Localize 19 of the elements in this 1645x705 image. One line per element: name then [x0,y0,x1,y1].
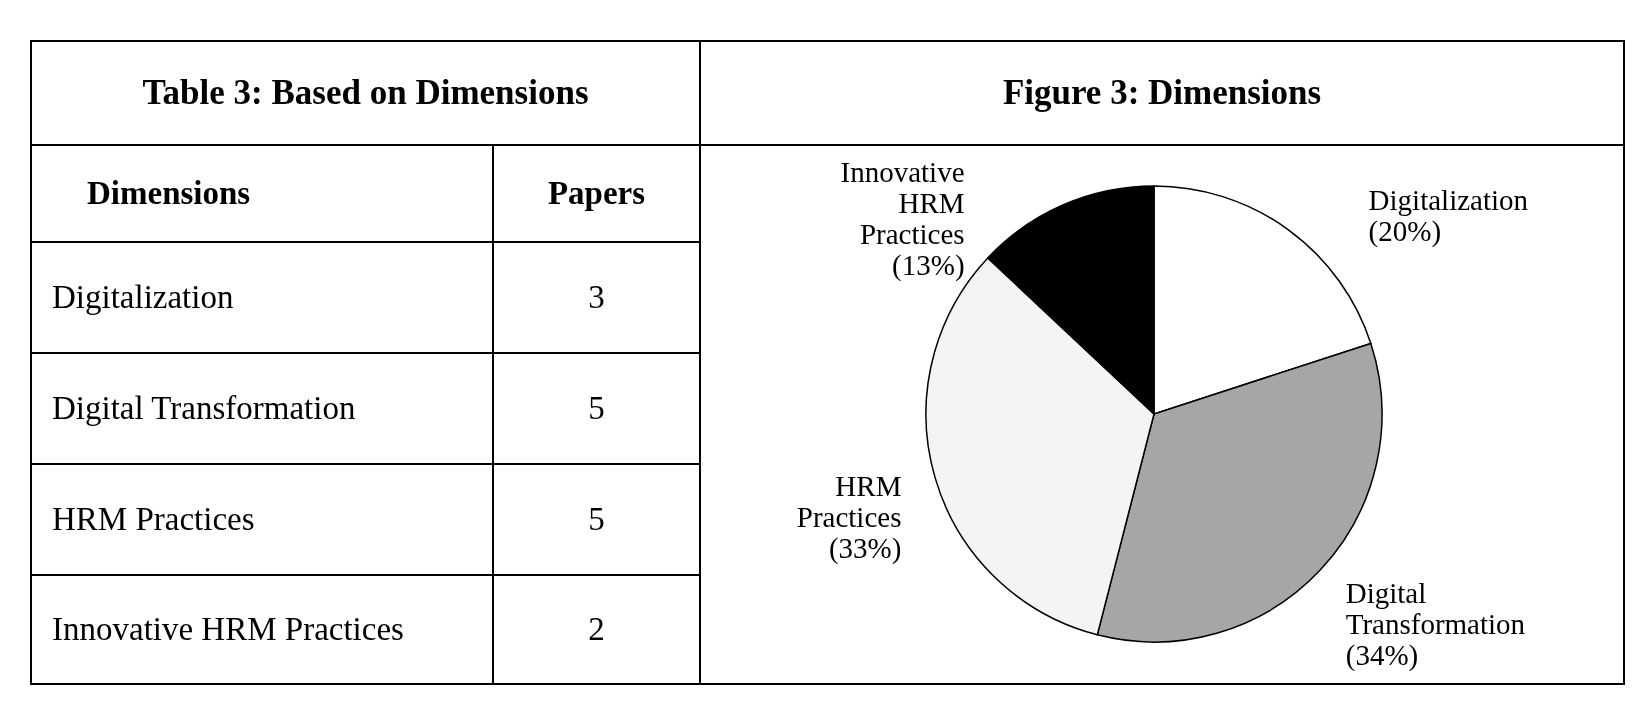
category-label: Innovative HRM Practices [32,574,493,683]
data-label: (34%) [1345,638,1418,672]
category-label: Digital Transformation [32,352,493,464]
text: Table 3: Based on Dimensions [32,42,699,146]
text: Dimensions [32,146,493,242]
category-label: HRM Practices [32,463,493,575]
slice-label: Innovative HRM Practices [840,155,965,250]
chart-title: Figure 3: Dimensions [701,42,1623,146]
data-label: 5 [493,463,699,575]
data-label: (33%) [828,531,901,565]
data-label: 5 [493,352,699,464]
text: Papers [493,146,699,242]
slice-label: Digitalization [1368,183,1529,216]
slice-label: Digital Transformation [1345,576,1526,640]
data-label: 2 [493,574,699,683]
slice-label: HRM Practices [796,469,901,533]
category-label: Digitalization [32,242,493,353]
data-label: 3 [493,242,699,353]
data-label: (13%) [891,248,965,282]
